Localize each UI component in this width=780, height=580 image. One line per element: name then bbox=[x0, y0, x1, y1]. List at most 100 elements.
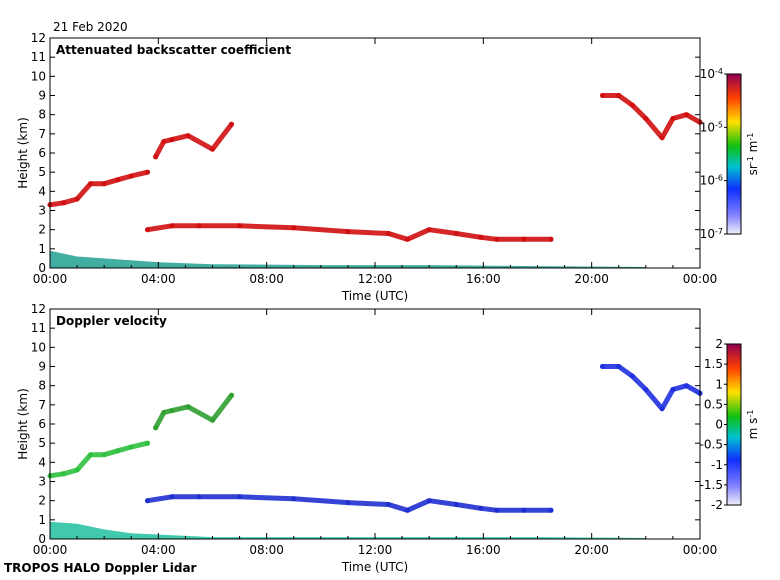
feature-4-point-1 bbox=[153, 154, 159, 160]
feature-3-point-5 bbox=[101, 452, 107, 458]
feature-2-point-5 bbox=[291, 496, 297, 502]
feature-2-point-11 bbox=[478, 505, 484, 511]
feature-3-point-7 bbox=[128, 173, 134, 179]
feature-5-point-4 bbox=[643, 387, 649, 392]
y-tick-label: 4 bbox=[38, 455, 46, 469]
y-tick-label: 8 bbox=[38, 379, 46, 393]
x-tick-label: 04:00 bbox=[141, 543, 176, 557]
y-tick-label: 10 bbox=[31, 69, 46, 83]
colorbar-tick-label: 0 bbox=[715, 418, 723, 432]
feature-2-point-1 bbox=[145, 227, 150, 233]
feature-2-point-11 bbox=[478, 234, 484, 240]
feature-3-point-3 bbox=[74, 196, 80, 202]
feature-2-point-3 bbox=[196, 223, 202, 229]
feature-4-point-3 bbox=[169, 408, 175, 414]
y-tick-label: 5 bbox=[38, 165, 46, 179]
feature-2-point-14 bbox=[548, 507, 554, 513]
feature-4-point-6 bbox=[229, 121, 234, 127]
feature-1 bbox=[50, 250, 646, 268]
x-tick-label: 04:00 bbox=[141, 272, 176, 286]
colorbar-tick-label: 0.5 bbox=[704, 397, 723, 411]
x-tick-label: 16:00 bbox=[466, 543, 501, 557]
colorbar-1 bbox=[726, 73, 742, 235]
date-label: 21 Feb 2020 bbox=[53, 20, 128, 34]
feature-2-point-4 bbox=[237, 223, 243, 229]
y-tick-label: 9 bbox=[38, 89, 46, 103]
feature-2-point-14 bbox=[548, 236, 554, 242]
feature-2-point-1 bbox=[145, 498, 150, 504]
feature-3-point-5 bbox=[101, 181, 107, 187]
feature-4-point-4 bbox=[185, 133, 191, 139]
feature-3-point-4 bbox=[88, 452, 94, 458]
feature-2-point-2 bbox=[169, 494, 175, 500]
feature-5-point-5 bbox=[659, 135, 665, 141]
feature-2-point-9 bbox=[426, 227, 432, 233]
feature-5-point-3 bbox=[629, 102, 635, 108]
panel-title-2: Doppler velocity bbox=[56, 314, 167, 328]
x-tick-label: 00:00 bbox=[33, 543, 68, 557]
feature-2-point-8 bbox=[405, 507, 410, 513]
y-tick-label: 12 bbox=[31, 302, 46, 316]
y-axis-label-1: Height (km) bbox=[16, 117, 30, 188]
feature-2 bbox=[145, 494, 554, 513]
y-tick-label: 12 bbox=[31, 31, 46, 45]
colorbar-tick-label: -1 bbox=[711, 458, 723, 472]
feature-5-point-7 bbox=[684, 383, 689, 389]
feature-4-point-2 bbox=[161, 410, 167, 415]
y-tick-label: 6 bbox=[38, 417, 46, 431]
feature-4 bbox=[153, 392, 234, 431]
feature-3-point-3 bbox=[74, 467, 80, 473]
x-tick-label: 16:00 bbox=[466, 272, 501, 286]
colorbar-tick-label: 1 bbox=[715, 377, 723, 391]
feature-2 bbox=[145, 223, 554, 242]
feature-4-point-1 bbox=[153, 425, 159, 431]
feature-5-point-1 bbox=[600, 93, 605, 98]
feature-4-point-4 bbox=[185, 404, 191, 410]
y-tick-label: 5 bbox=[38, 436, 46, 450]
feature-2-point-4 bbox=[237, 494, 243, 500]
feature-2-point-6 bbox=[345, 229, 351, 235]
feature-2-point-12 bbox=[494, 236, 500, 242]
feature-1 bbox=[50, 521, 646, 539]
y-tick-label: 0 bbox=[38, 261, 46, 275]
x-tick-label: 20:00 bbox=[574, 543, 609, 557]
feature-5-point-6 bbox=[670, 116, 676, 121]
feature-5-point-5 bbox=[659, 406, 665, 412]
y-axis-label-2: Height (km) bbox=[16, 388, 30, 459]
feature-5-point-3 bbox=[629, 373, 635, 379]
y-tick-label: 8 bbox=[38, 108, 46, 122]
y-tick-label: 2 bbox=[38, 223, 46, 237]
feature-4-point-3 bbox=[169, 137, 175, 143]
y-tick-label: 3 bbox=[38, 204, 46, 218]
y-tick-label: 4 bbox=[38, 184, 46, 198]
x-tick-label: 20:00 bbox=[574, 272, 609, 286]
feature-3-point-7 bbox=[128, 444, 134, 450]
y-tick-label: 0 bbox=[38, 532, 46, 546]
feature-5-point-7 bbox=[684, 112, 689, 118]
feature-2-point-13 bbox=[521, 507, 527, 513]
feature-5-point-4 bbox=[643, 116, 649, 121]
x-axis-label-2: Time (UTC) bbox=[341, 560, 408, 574]
feature-3-point-8 bbox=[145, 169, 150, 175]
feature-5-point-1 bbox=[600, 364, 605, 369]
feature-2-point-8 bbox=[405, 236, 410, 242]
x-tick-label: 08:00 bbox=[249, 272, 284, 286]
feature-3-point-4 bbox=[88, 181, 94, 187]
colorbar-2 bbox=[726, 343, 742, 506]
x-tick-label: 12:00 bbox=[358, 272, 393, 286]
feature-2-point-12 bbox=[494, 507, 500, 513]
x-tick-label: 00:00 bbox=[683, 272, 718, 286]
panel-1: Attenuated backscatter coefficient 0 12 3 4 5… bbox=[16, 31, 760, 303]
y-tick-label: 7 bbox=[38, 127, 46, 141]
feature-2-point-13 bbox=[521, 236, 527, 242]
x-tick-label: 00:00 bbox=[33, 272, 68, 286]
y-tick-label: 6 bbox=[38, 146, 46, 160]
feature-2-point-5 bbox=[291, 225, 297, 231]
feature-3-point-6 bbox=[115, 177, 121, 183]
panel-title-1: Attenuated backscatter coefficient bbox=[56, 43, 291, 57]
y-tick-label: 7 bbox=[38, 398, 46, 412]
feature-3-point-2 bbox=[61, 200, 66, 206]
colorbar-tick-label: -0.5 bbox=[700, 438, 723, 452]
y-tick-label: 11 bbox=[31, 321, 46, 335]
